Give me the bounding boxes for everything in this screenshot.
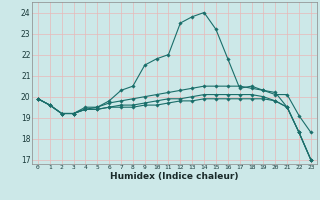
X-axis label: Humidex (Indice chaleur): Humidex (Indice chaleur): [110, 172, 239, 181]
